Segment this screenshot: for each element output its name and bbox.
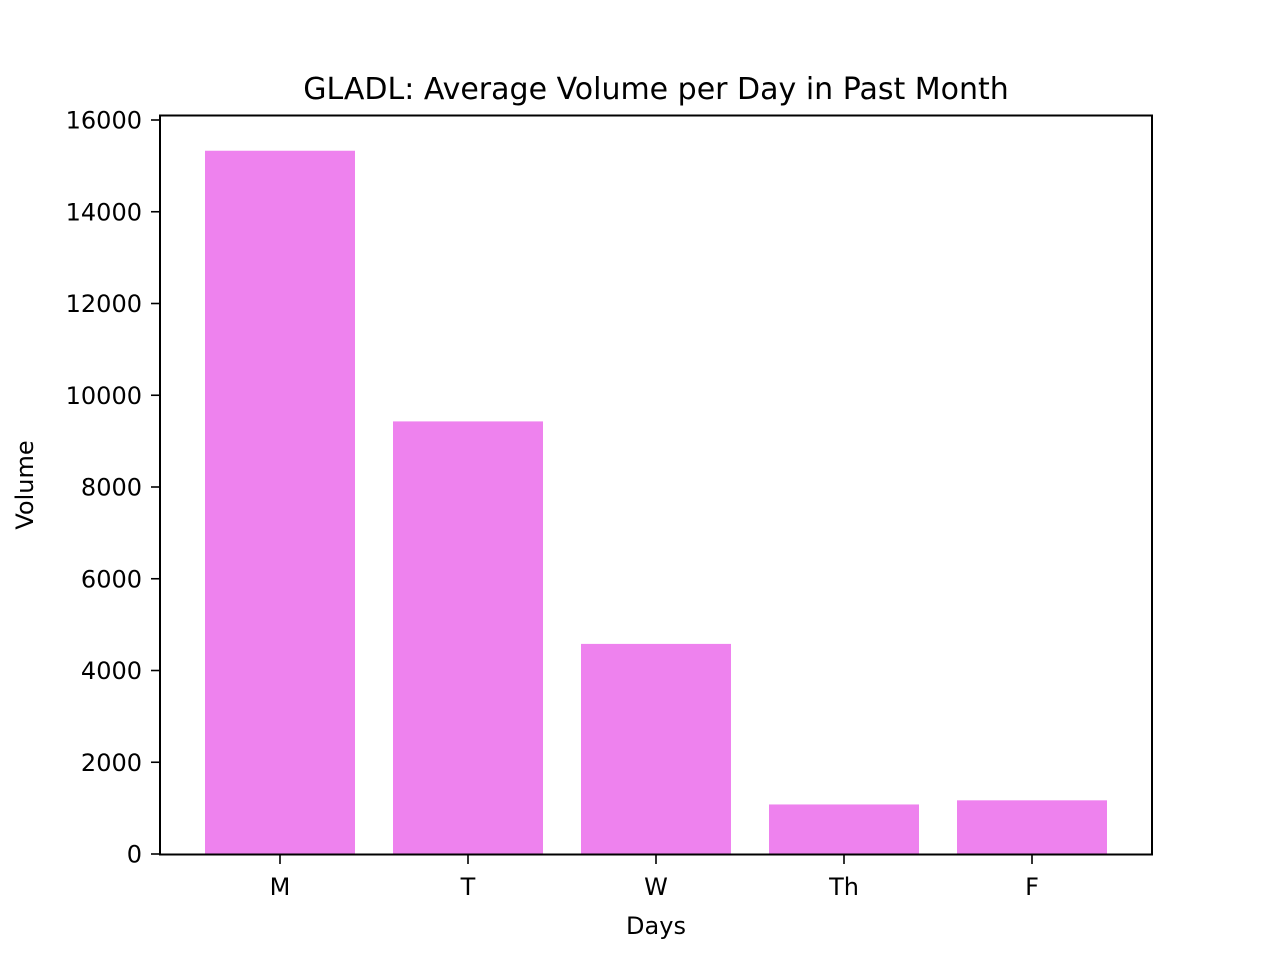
bar-th [769,804,919,854]
y-axis-label: Volume [11,440,39,529]
bar-w [581,643,731,854]
bar-f [957,800,1107,854]
x-tick-label: W [644,873,668,901]
y-tick-label: 6000 [81,565,142,593]
y-tick-label: 16000 [66,107,142,135]
y-tick-label: 10000 [66,382,142,410]
chart-title: GLADL: Average Volume per Day in Past Mo… [303,72,1009,107]
y-tick-label: 8000 [81,474,142,502]
y-tick-label: 14000 [66,198,142,226]
y-axis: 0 2000 4000 6000 8000 10000 12000 14000 16000 [66,107,160,869]
y-tick-label: 2000 [81,749,142,777]
plot-frame [159,114,1153,856]
bar-m [205,150,355,854]
y-tick-label: 12000 [66,290,142,318]
x-axis-label: Days [626,912,686,940]
x-tick-label: Th [828,873,859,901]
x-tick-label: F [1025,873,1039,901]
y-tick-label: 0 [127,841,142,869]
bar-t [393,421,543,854]
bars-group [205,150,1107,854]
x-axis: M T W Th F [270,855,1039,901]
x-tick-label: M [270,873,291,901]
y-tick-label: 4000 [81,657,142,685]
x-tick-label: T [460,873,476,901]
